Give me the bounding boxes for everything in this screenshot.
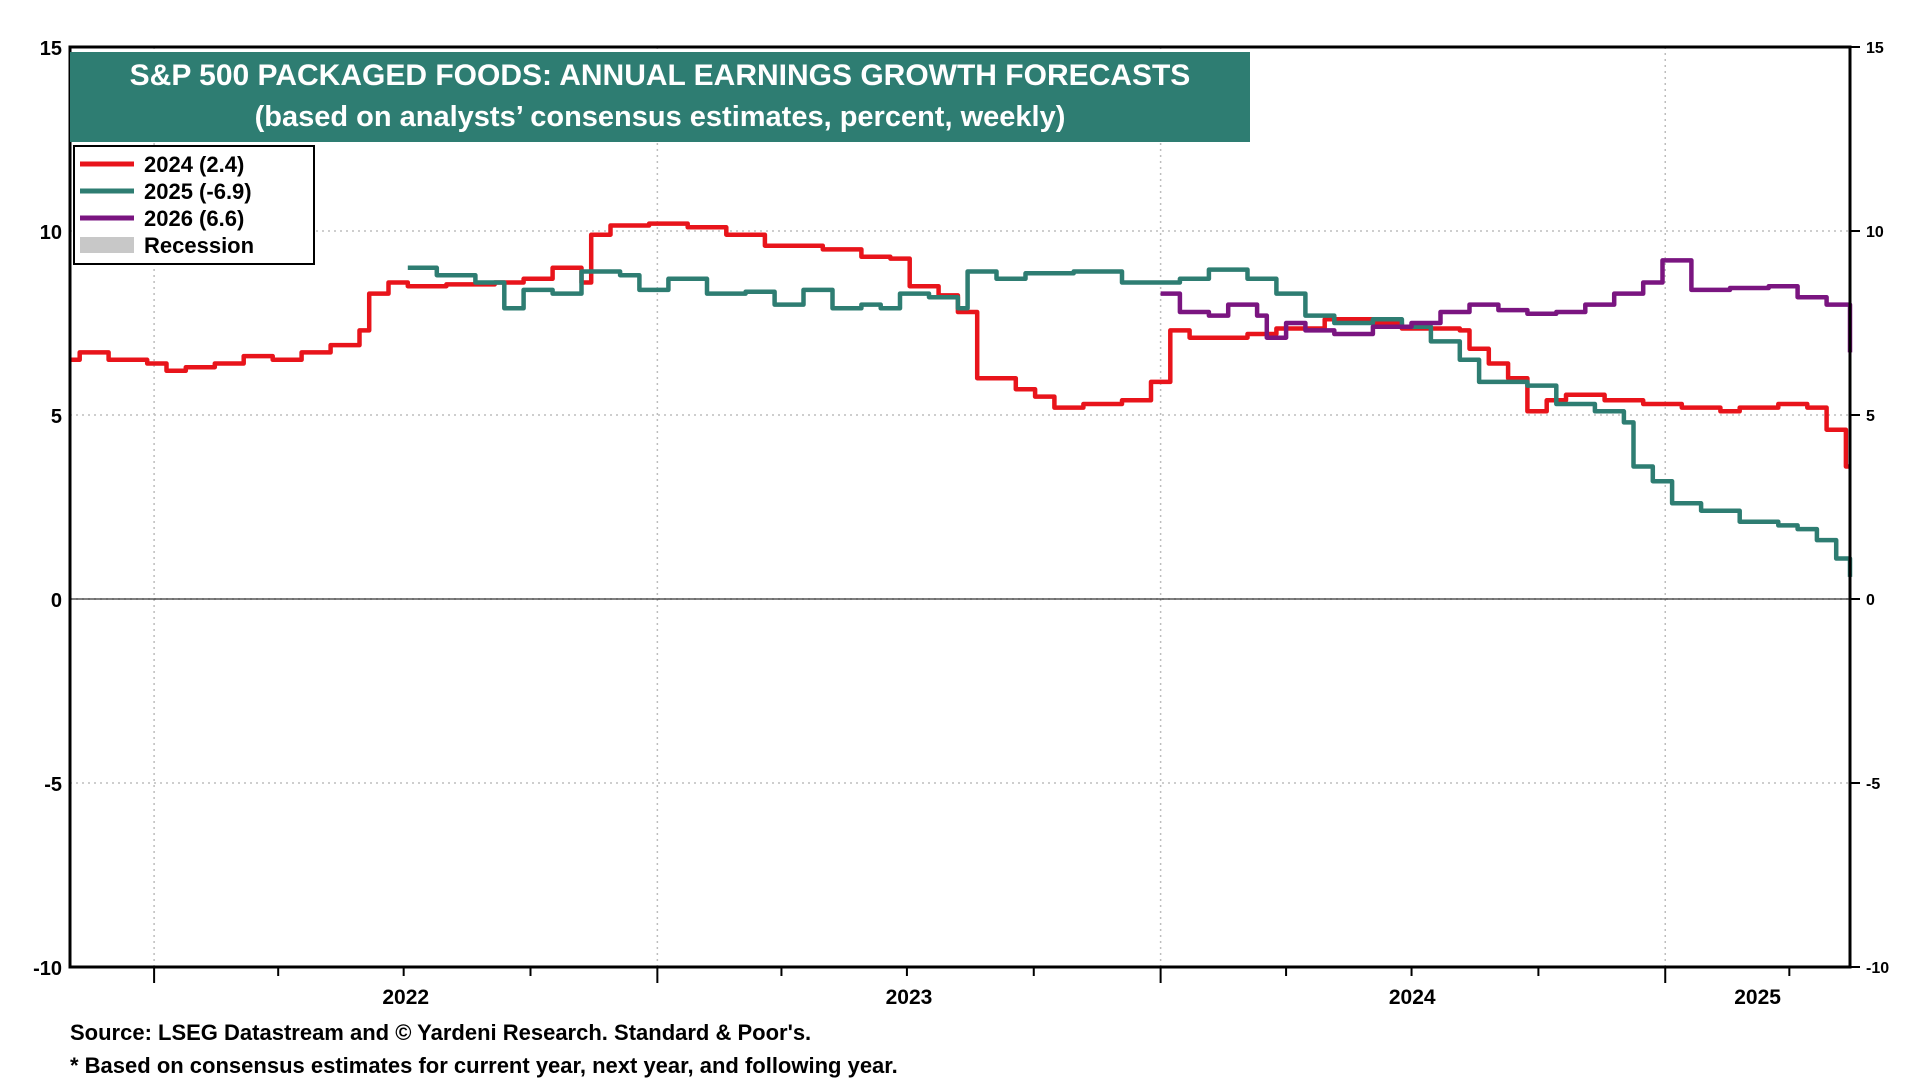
y-tick-label-left: -10 — [33, 958, 62, 980]
x-tick-label: 2025 — [1734, 986, 1781, 1009]
legend-label-recession: Recession — [144, 233, 254, 258]
chart-subtitle: (based on analysts’ consensus estimates,… — [255, 101, 1066, 133]
legend-label-2026: 2026 (6.6) — [144, 206, 244, 231]
y-axis: -10 -10 -5 -5 0 0 5 5 10 10 15 15 — [33, 38, 1889, 980]
legend-label-2024: 2024 (2.4) — [144, 152, 244, 177]
series-group — [70, 221, 1853, 577]
plot-frame — [68, 45, 1852, 969]
footer-source: Source: LSEG Datastream and © Yardeni Re… — [70, 1020, 812, 1045]
chart-title: S&P 500 PACKAGED FOODS: ANNUAL EARNINGS … — [130, 59, 1191, 92]
y-tick-label-left: 15 — [40, 38, 62, 60]
title-box: S&P 500 PACKAGED FOODS: ANNUAL EARNINGS … — [70, 52, 1250, 142]
y-tick-label-right: -10 — [1866, 960, 1889, 977]
footer-note: * Based on consensus estimates for curre… — [70, 1053, 898, 1078]
x-tick-label: 2024 — [1389, 986, 1436, 1009]
x-tick-label: 2023 — [886, 986, 933, 1009]
y-tick-label-right: 0 — [1866, 592, 1875, 609]
x-axis: 2022 2023 2024 2025 — [153, 967, 1791, 1009]
y-tick-label-left: 0 — [51, 590, 62, 612]
series-line-2025 — [407, 265, 1853, 577]
y-tick-label-left: 5 — [51, 406, 62, 428]
y-tick-label-left: 10 — [40, 222, 62, 244]
x-tick-label: 2022 — [382, 986, 429, 1009]
y-tick-label-left: -5 — [44, 774, 62, 796]
legend-label-2025: 2025 (-6.9) — [144, 179, 252, 204]
y-tick-label-right: -5 — [1866, 776, 1880, 793]
y-tick-label-right: 15 — [1866, 40, 1884, 57]
series-line-2026 — [1160, 258, 1853, 353]
y-tick-label-right: 10 — [1866, 224, 1884, 241]
legend-swatch-recession — [80, 237, 134, 253]
legend: 2024 (2.4)2025 (-6.9)2026 (6.6)Recession — [73, 145, 315, 265]
y-tick-label-right: 5 — [1866, 408, 1875, 425]
